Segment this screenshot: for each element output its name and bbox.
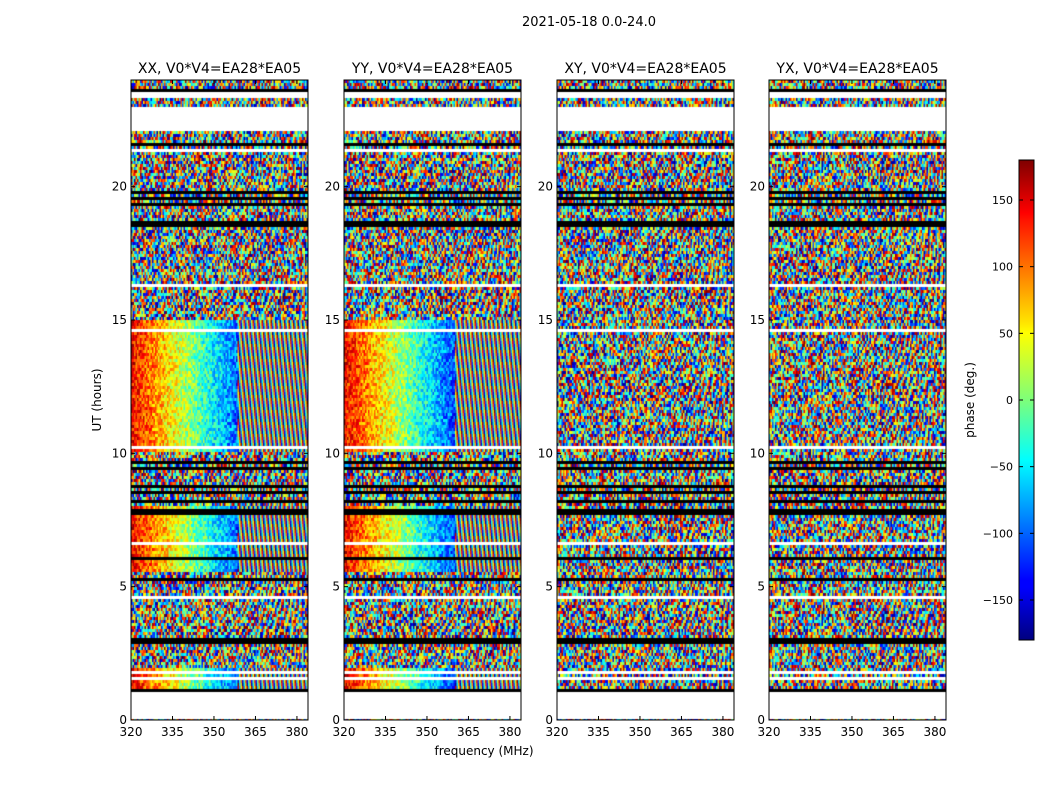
panel-2-xtick-label-0: 320 xyxy=(546,725,569,739)
panel-0-ytick-label-0: 0 xyxy=(119,713,127,727)
panel-2-ytick-label-0: 0 xyxy=(545,713,553,727)
panel-1-ytick-label-1: 5 xyxy=(332,580,340,594)
colorbar-ticks: −150 −100 −50 0 50 100 150 xyxy=(983,194,1034,607)
panel-0-heatmap xyxy=(131,80,308,720)
panel-1-xtick-label-1: 335 xyxy=(374,725,397,739)
panel-3-ytick-label-3: 15 xyxy=(750,313,765,327)
panel-1-frame xyxy=(343,79,522,721)
panel-1-heatmap xyxy=(344,80,521,720)
panel-0-frame xyxy=(130,79,309,721)
panel-2-title: XY, V0*V4=EA28*EA05 xyxy=(564,61,726,77)
panel-3-ytick-label-1: 5 xyxy=(757,580,765,594)
panel-1-xtick-label-4: 380 xyxy=(498,725,521,739)
panel-2-ytick-label-3: 15 xyxy=(538,313,553,327)
panel-0-title: XX, V0*V4=EA28*EA05 xyxy=(138,61,301,77)
panel-2-ytick-label-4: 20 xyxy=(538,180,553,194)
panel-2-xtick-label-1: 335 xyxy=(587,725,610,739)
panel-3-ytick-label-0: 0 xyxy=(757,713,765,727)
panel-0-xtick-label-4: 380 xyxy=(285,725,308,739)
colorbar-tick-label-2: −50 xyxy=(990,461,1013,474)
panel-3: YX, V0*V4=EA28*EA05 320 335 350 365 380 0 5 10 15… xyxy=(750,61,947,739)
panel-0-ytick-label-1: 5 xyxy=(119,580,127,594)
panel-0: XX, V0*V4=EA28*EA05 320 335 350 365 380 0 5 10 15… xyxy=(112,61,309,739)
y-axis-label: UT (hours) xyxy=(90,368,104,431)
panel-2-ytick-label-2: 10 xyxy=(538,446,553,460)
panel-2-heatmap xyxy=(557,80,734,720)
panel-0-ytick-label-4: 20 xyxy=(112,180,127,194)
panel-3-frame xyxy=(768,79,947,721)
panel-3-xtick-label-2: 350 xyxy=(841,725,864,739)
panel-3-xtick-label-4: 380 xyxy=(923,725,946,739)
panel-0-xtick-label-0: 320 xyxy=(120,725,143,739)
panel-1-xtick-label-0: 320 xyxy=(333,725,356,739)
colorbar-tick-label-3: 0 xyxy=(1006,394,1013,407)
panel-1-xtick-label-3: 365 xyxy=(457,725,480,739)
panel-1-ytick-label-2: 10 xyxy=(325,446,340,460)
colorbar-tick-label-5: 100 xyxy=(992,261,1013,274)
panel-2-xtick-label-4: 380 xyxy=(711,725,734,739)
panel-0-ytick-label-3: 15 xyxy=(112,313,127,327)
colorbar-label: phase (deg.) xyxy=(963,362,977,438)
x-axis-label: frequency (MHz) xyxy=(434,744,533,758)
colorbar-tick-label-0: −150 xyxy=(983,594,1013,607)
panel-1-title: YY, V0*V4=EA28*EA05 xyxy=(351,61,513,77)
panel-0-xtick-label-2: 350 xyxy=(203,725,226,739)
colorbar-tick-label-6: 150 xyxy=(992,194,1013,207)
colorbar-tick-label-4: 50 xyxy=(999,327,1013,340)
panel-3-xtick-label-3: 365 xyxy=(882,725,905,739)
panel-1: YY, V0*V4=EA28*EA05 320 335 350 365 380 0 5 10 15… xyxy=(325,61,522,739)
panel-3-title: YX, V0*V4=EA28*EA05 xyxy=(775,61,938,77)
panel-3-ytick-label-4: 20 xyxy=(750,180,765,194)
colorbar: −150 −100 −50 0 50 100 150 phase (deg.) xyxy=(963,159,1035,641)
figure-suptitle: 2021-05-18 0.0-24.0 xyxy=(522,15,656,30)
panel-3-xtick-label-1: 335 xyxy=(799,725,822,739)
panel-2-xtick-label-3: 365 xyxy=(670,725,693,739)
panel-2-xtick-label-2: 350 xyxy=(629,725,652,739)
panel-1-ytick-label-0: 0 xyxy=(332,713,340,727)
panel-1-ytick-label-3: 15 xyxy=(325,313,340,327)
panel-3-heatmap xyxy=(769,80,946,720)
panel-1-xtick-label-2: 350 xyxy=(416,725,439,739)
panel-2: XY, V0*V4=EA28*EA05 320 335 350 365 380 0 5 10 15… xyxy=(538,61,735,739)
panel-0-ytick-label-2: 10 xyxy=(112,446,127,460)
panel-0-xtick-label-1: 335 xyxy=(161,725,184,739)
panel-0-xtick-label-3: 365 xyxy=(244,725,267,739)
panel-2-ytick-label-1: 5 xyxy=(545,580,553,594)
panels: XX, V0*V4=EA28*EA05 320 335 350 365 380 0 5 10 15… xyxy=(112,61,947,739)
panel-1-ytick-label-4: 20 xyxy=(325,180,340,194)
colorbar-tick-label-1: −100 xyxy=(983,527,1013,540)
panel-2-frame xyxy=(556,79,735,721)
panel-3-xtick-label-0: 320 xyxy=(758,725,781,739)
panel-3-ytick-label-2: 10 xyxy=(750,446,765,460)
